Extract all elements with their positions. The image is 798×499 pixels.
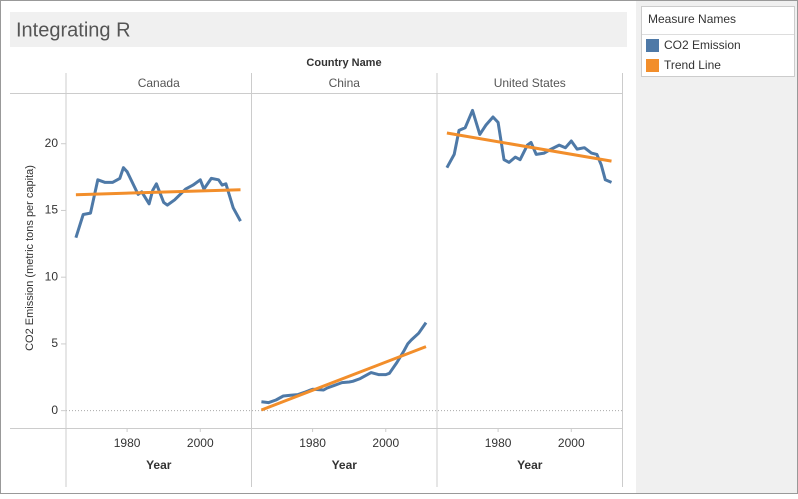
y-tick-label: 15 <box>45 203 59 217</box>
side-panel <box>636 1 797 493</box>
legend-swatch <box>646 59 659 72</box>
x-tick-label: 1980 <box>299 436 326 450</box>
y-tick-label: 5 <box>51 336 58 350</box>
data-line <box>74 166 242 239</box>
panel-header: United States <box>494 76 566 90</box>
x-tick-label: 1980 <box>114 436 141 450</box>
x-axis-label: Year <box>332 458 358 472</box>
x-tick-label: 2000 <box>187 436 214 450</box>
trend-line <box>446 131 612 163</box>
y-tick-label: 20 <box>45 136 59 150</box>
legend-label: Trend Line <box>664 58 721 72</box>
legend <box>641 6 795 77</box>
dashboard-title: Integrating R <box>16 19 131 41</box>
y-tick-label: 10 <box>45 269 59 283</box>
panel-header: Canada <box>138 76 180 90</box>
trend-line <box>260 345 427 412</box>
trend-line <box>75 188 241 197</box>
legend-swatch <box>646 39 659 52</box>
x-tick-label: 1980 <box>485 436 512 450</box>
facet-title: Country Name <box>306 57 381 69</box>
legend-label: CO2 Emission <box>664 38 741 52</box>
legend-title: Measure Names <box>648 12 736 26</box>
x-axis-label: Year <box>146 458 172 472</box>
y-axis-label: CO2 Emission (metric tons per capita) <box>24 165 36 351</box>
x-axis-label: Year <box>517 458 543 472</box>
x-tick-label: 2000 <box>558 436 585 450</box>
x-tick-label: 2000 <box>372 436 399 450</box>
panel-header: China <box>329 76 361 90</box>
data-line <box>445 108 613 184</box>
title-bar <box>10 12 627 47</box>
y-tick-label: 0 <box>51 403 58 417</box>
